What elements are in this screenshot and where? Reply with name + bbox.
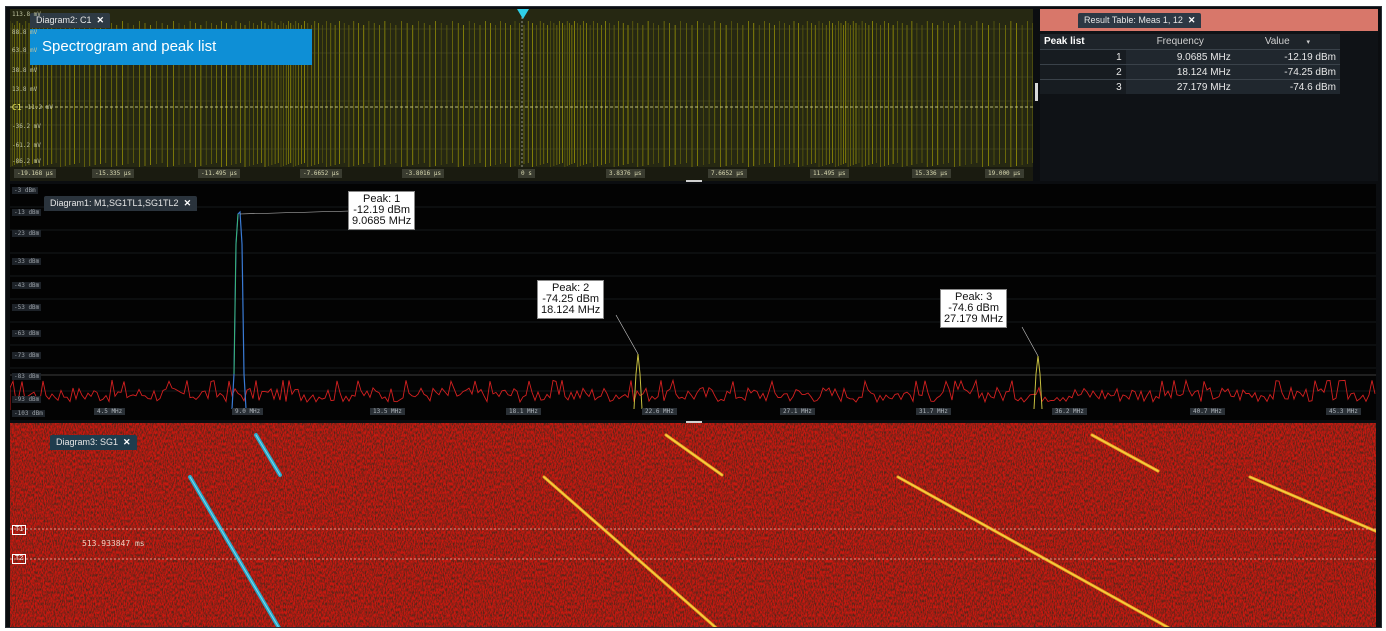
x-axis-label: 4.5 MHz (94, 408, 126, 415)
y-axis-label: -33 dBm (12, 258, 42, 265)
x-axis-label: 3.8376 µs (606, 169, 645, 178)
y-axis-label: -43 dBm (12, 282, 42, 289)
peak-table: Peak list Frequency Value ▾ 1 9.0685 MHz… (1040, 34, 1340, 94)
x-axis-label: 18.1 MHz (506, 408, 541, 415)
page-title: Spectrogram and peak list (30, 29, 312, 65)
column-header-peak-list[interactable]: Peak list (1040, 34, 1126, 50)
diagram2-tab[interactable]: Diagram2: C1 ✕ (30, 13, 111, 28)
y-axis-label: 88.8 mV (12, 29, 38, 36)
row-frequency: 9.0685 MHz (1125, 49, 1235, 65)
peak-annotation[interactable]: Peak: 2 -74.25 dBm 18.124 MHz (537, 280, 605, 319)
table-row[interactable]: 2 18.124 MHz -74.25 dBm (1040, 64, 1340, 80)
x-axis-label: -11.495 µs (198, 169, 241, 178)
y-axis-label: 38.8 mV (12, 67, 38, 74)
y-axis-label: 63.8 mV (12, 47, 38, 54)
application-window: Diagram2: C1 ✕ Spectrogram and peak list … (5, 6, 1382, 628)
time-readout: 513.933847 ms (82, 539, 145, 548)
y-axis-label: 13.8 mV (12, 86, 38, 93)
splitter-handle[interactable] (686, 421, 702, 423)
y-axis-label: -63 dBm (12, 330, 42, 337)
sort-icon[interactable]: ▾ (1306, 39, 1310, 46)
splitter-handle[interactable] (1035, 83, 1038, 101)
peak-frequency: 18.124 MHz (541, 304, 601, 316)
y-axis-label: -61.2 mV (12, 142, 41, 149)
column-header-value-label: Value (1264, 36, 1290, 47)
result-table-panel: Result Table: Meas 1, 12 ✕ Peak list Freq… (1040, 9, 1378, 181)
peak-value: -74.25 dBm (542, 293, 600, 305)
diagram2-tab-label: Diagram2: C1 (36, 15, 92, 25)
x-axis-label: -7.6652 µs (300, 169, 343, 178)
channel-marker-label[interactable]: C1 (12, 103, 22, 112)
row-value: -74.25 dBm (1234, 64, 1340, 80)
peak-value: -74.6 dBm (948, 302, 1000, 314)
column-header-value[interactable]: Value ▾ (1234, 34, 1340, 50)
y-axis-label: 113.8 mV (12, 11, 41, 18)
x-axis-label: 13.5 MHz (370, 408, 405, 415)
diagram2-panel[interactable]: Diagram2: C1 ✕ Spectrogram and peak list … (10, 9, 1033, 181)
spectrum-plot (10, 206, 1376, 410)
splitter-handle[interactable] (686, 180, 702, 182)
y-axis-label: -23 dBm (12, 230, 42, 237)
peak-value: -12.19 dBm (353, 204, 411, 216)
table-row[interactable]: 1 9.0685 MHz -12.19 dBm (1040, 49, 1340, 65)
peak-label: Peak: 2 (552, 282, 590, 294)
trigger-marker-icon[interactable] (517, 9, 529, 19)
table-row[interactable]: 3 27.179 MHz -74.6 dBm (1040, 79, 1340, 94)
x-axis-label: 22.6 MHz (642, 408, 677, 415)
y-axis-label: -93 dBm (12, 396, 42, 403)
diagram1-tab-label: Diagram1: M1,SG1TL1,SG1TL2 (50, 198, 179, 208)
x-axis-label: -15.335 µs (92, 169, 135, 178)
peak-annotation[interactable]: Peak: 1 -12.19 dBm 9.0685 MHz (348, 191, 416, 230)
diagram3-tab-label: Diagram3: SG1 (56, 437, 119, 447)
y-axis-label: -73 dBm (12, 352, 42, 359)
result-table-tab-label: Result Table: Meas 1, 12 (1084, 15, 1183, 25)
x-axis-label: 15.336 µs (912, 169, 951, 178)
x-axis-label: 40.7 MHz (1190, 408, 1225, 415)
diagram1-tab[interactable]: Diagram1: M1,SG1TL1,SG1TL2 ✕ (44, 196, 198, 211)
x-axis-label: 45.3 MHz (1326, 408, 1361, 415)
spectrogram-plot (10, 423, 1376, 627)
peak-frequency: 27.179 MHz (944, 313, 1004, 325)
peak-frequency: 9.0685 MHz (352, 215, 412, 227)
diagram1-panel[interactable]: Diagram1: M1,SG1TL1,SG1TL2 ✕ -3 dBm -13 d… (10, 184, 1376, 420)
y-axis-label: -13 dBm (12, 209, 42, 216)
x-axis-label: 31.7 MHz (916, 408, 951, 415)
x-axis-label: 0 s (518, 169, 535, 178)
row-index: 2 (1040, 64, 1126, 80)
x-axis-label: 27.1 MHz (780, 408, 815, 415)
y-axis-label: -83 dBm (12, 373, 42, 380)
row-frequency: 18.124 MHz (1125, 64, 1235, 80)
diagram3-panel[interactable]: Diagram3: SG1 ✕ T1 T2 513.933847 ms (10, 423, 1376, 627)
peak-annotation[interactable]: Peak: 3 -74.6 dBm 27.179 MHz (940, 289, 1008, 328)
row-frequency: 27.179 MHz (1125, 79, 1235, 94)
x-axis-label: 36.2 MHz (1052, 408, 1087, 415)
y-axis-label: -36.2 mV (12, 123, 41, 130)
y-axis-label: -3 dBm (12, 187, 38, 194)
y-axis-label: -103 dBm (12, 410, 45, 417)
peak-label: Peak: 3 (955, 291, 993, 303)
diagram3-tab[interactable]: Diagram3: SG1 ✕ (50, 435, 137, 450)
y-axis-label: -53 dBm (12, 304, 42, 311)
x-axis-label: 9.0 MHz (232, 408, 264, 415)
close-icon[interactable]: ✕ (96, 15, 105, 25)
column-header-frequency[interactable]: Frequency (1125, 34, 1235, 50)
x-axis-label: -19.168 µs (14, 169, 57, 178)
close-icon[interactable]: ✕ (183, 198, 192, 208)
x-axis-label: 7.6652 µs (708, 169, 747, 178)
x-axis-label: -3.8016 µs (402, 169, 445, 178)
y-axis-label: -11.2 mV (24, 104, 53, 111)
x-axis-label: 11.495 µs (810, 169, 849, 178)
time-marker-1[interactable]: T1 (12, 525, 27, 535)
row-value: -12.19 dBm (1234, 49, 1340, 65)
row-index: 1 (1040, 49, 1126, 65)
row-index: 3 (1040, 79, 1126, 94)
peak-label: Peak: 1 (363, 193, 401, 205)
result-table-tab[interactable]: Result Table: Meas 1, 12 ✕ (1078, 13, 1202, 28)
close-icon[interactable]: ✕ (1187, 15, 1196, 25)
close-icon[interactable]: ✕ (123, 437, 131, 447)
row-value: -74.6 dBm (1234, 79, 1340, 94)
x-axis-label: 19.000 µs (985, 169, 1024, 178)
y-axis-label: -86.2 mV (12, 158, 41, 165)
time-marker-2[interactable]: T2 (12, 554, 27, 564)
